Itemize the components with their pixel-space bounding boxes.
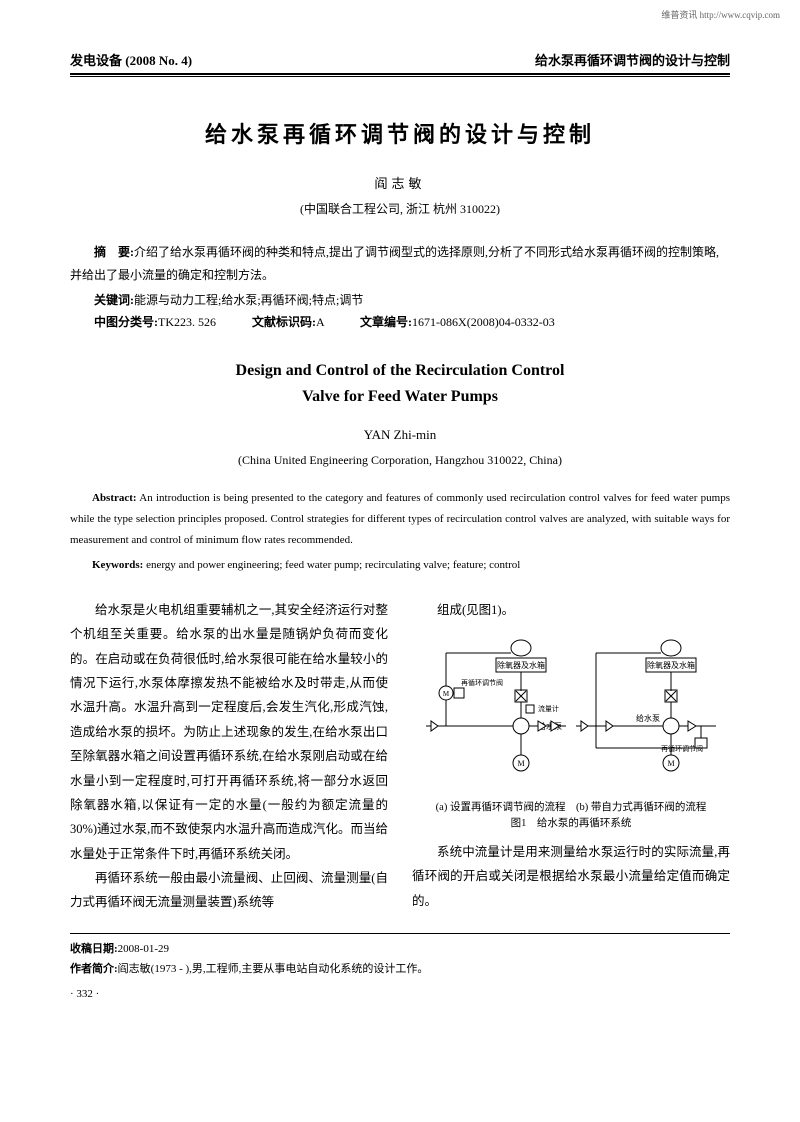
right-column: 组成(见图1)。 除氧器及水箱	[412, 598, 730, 915]
title-en-line2: Valve for Feed Water Pumps	[70, 384, 730, 410]
doccode-label: 文献标识码:	[252, 315, 316, 329]
svg-text:M: M	[443, 690, 450, 698]
classify-label: 中图分类号:	[94, 315, 158, 329]
figure-1-svg: 除氧器及水箱 给水泵 M	[421, 628, 721, 798]
author-bio: 作者简介:阎志敏(1973 - ),男,工程师,主要从事电站自动化系统的设计工作…	[70, 960, 730, 980]
author-english: YAN Zhi-min	[70, 427, 730, 443]
abstract-en-label: Abstract:	[92, 492, 137, 504]
figure-1-caption: (a) 设置再循环调节阀的流程 (b) 带自力式再循环阀的流程 图1 给水泵的再…	[412, 800, 730, 832]
header-left: 发电设备 (2008 No. 4)	[70, 50, 192, 69]
abstract-english: Abstract: An introduction is being prese…	[70, 488, 730, 551]
watermark-text: 维普资讯 http://www.cqvip.com	[661, 8, 780, 21]
title-en-line1: Design and Control of the Recirculation …	[70, 358, 730, 384]
running-header: 发电设备 (2008 No. 4) 给水泵再循环调节阀的设计与控制	[70, 50, 730, 73]
keywords-en-label: Keywords:	[92, 559, 143, 571]
body-columns: 给水泵是火电机组重要辅机之一,其安全经济运行对整个机组至关重要。给水泵的出水量是…	[70, 598, 730, 915]
abstract-cn-text: 介绍了给水泵再循环阀的种类和特点,提出了调节阀型式的选择原则,分析了不同形式给水…	[70, 245, 719, 282]
doccode-value: A	[316, 315, 324, 329]
figure-1: 除氧器及水箱 给水泵 M	[412, 628, 730, 832]
received-value: 2008-01-29	[118, 943, 169, 955]
affiliation-chinese: (中国联合工程公司, 浙江 杭州 310022)	[70, 200, 730, 217]
classify-value: TK223. 526	[158, 315, 216, 329]
keywords-cn-text: 能源与动力工程;给水泵;再循环阀;特点;调节	[134, 293, 363, 307]
abstract-en-text: An introduction is being presented to th…	[70, 492, 730, 546]
figure-1-caption-b: (b) 带自力式再循环阀的流程	[576, 802, 706, 813]
header-right: 给水泵再循环调节阀的设计与控制	[535, 50, 730, 69]
svg-text:除氧器及水箱: 除氧器及水箱	[647, 660, 695, 670]
footer: 收稿日期:2008-01-29 作者简介:阎志敏(1973 - ),男,工程师,…	[70, 933, 730, 1005]
abstract-cn-label: 摘 要:	[94, 245, 134, 259]
page-number: · 332 ·	[70, 985, 730, 1005]
svg-text:再循环调节阀: 再循环调节阀	[461, 678, 503, 687]
figure-1-caption-main: 图1 给水泵的再循环系统	[511, 818, 632, 829]
svg-text:M: M	[667, 759, 674, 768]
bio-text: 阎志敏(1973 - ),男,工程师,主要从事电站自动化系统的设计工作。	[118, 963, 429, 975]
keywords-en-text: energy and power engineering; feed water…	[143, 559, 520, 571]
keywords-cn-label: 关键词:	[94, 293, 134, 307]
received-label: 收稿日期:	[70, 943, 118, 955]
title-chinese: 给水泵再循环调节阀的设计与控制	[70, 117, 730, 149]
article-id-label: 文章编号:	[360, 315, 412, 329]
svg-text:流量计: 流量计	[538, 704, 559, 713]
svg-text:给水泵: 给水泵	[636, 713, 660, 723]
body-left-p2: 再循环系统一般由最小流量阀、止回阀、流量测量(自力式再循环阀无流量测量装置)系统…	[70, 866, 388, 915]
bio-label: 作者简介:	[70, 963, 118, 975]
body-right-p2: 系统中流量计是用来测量给水泵运行时的实际流量,再循环阀的开启或关闭是根据给水泵最…	[412, 840, 730, 913]
left-column: 给水泵是火电机组重要辅机之一,其安全经济运行对整个机组至关重要。给水泵的出水量是…	[70, 598, 388, 915]
abstract-chinese: 摘 要:介绍了给水泵再循环阀的种类和特点,提出了调节阀型式的选择原则,分析了不同…	[70, 241, 730, 287]
body-right-p1: 组成(见图1)。	[412, 598, 730, 622]
header-rule	[70, 73, 730, 77]
affiliation-english: (China United Engineering Corporation, H…	[70, 453, 730, 468]
page-container: 发电设备 (2008 No. 4) 给水泵再循环调节阀的设计与控制 给水泵再循环…	[0, 0, 800, 1035]
title-english: Design and Control of the Recirculation …	[70, 358, 730, 409]
author-chinese: 阎志敏	[70, 173, 730, 192]
article-id-value: 1671-086X(2008)04-0332-03	[412, 315, 555, 329]
figure-1-caption-a: (a) 设置再循环调节阀的流程	[436, 802, 566, 813]
keywords-english: Keywords: energy and power engineering; …	[70, 555, 730, 576]
svg-text:M: M	[517, 759, 524, 768]
received-date: 收稿日期:2008-01-29	[70, 940, 730, 960]
keywords-chinese: 关键词:能源与动力工程;给水泵;再循环阀;特点;调节	[70, 289, 730, 312]
classification-row: 中图分类号:TK223. 526 文献标识码:A 文章编号:1671-086X(…	[70, 311, 730, 334]
body-left-p1: 给水泵是火电机组重要辅机之一,其安全经济运行对整个机组至关重要。给水泵的出水量是…	[70, 598, 388, 866]
svg-text:除氧器及水箱: 除氧器及水箱	[497, 660, 545, 670]
